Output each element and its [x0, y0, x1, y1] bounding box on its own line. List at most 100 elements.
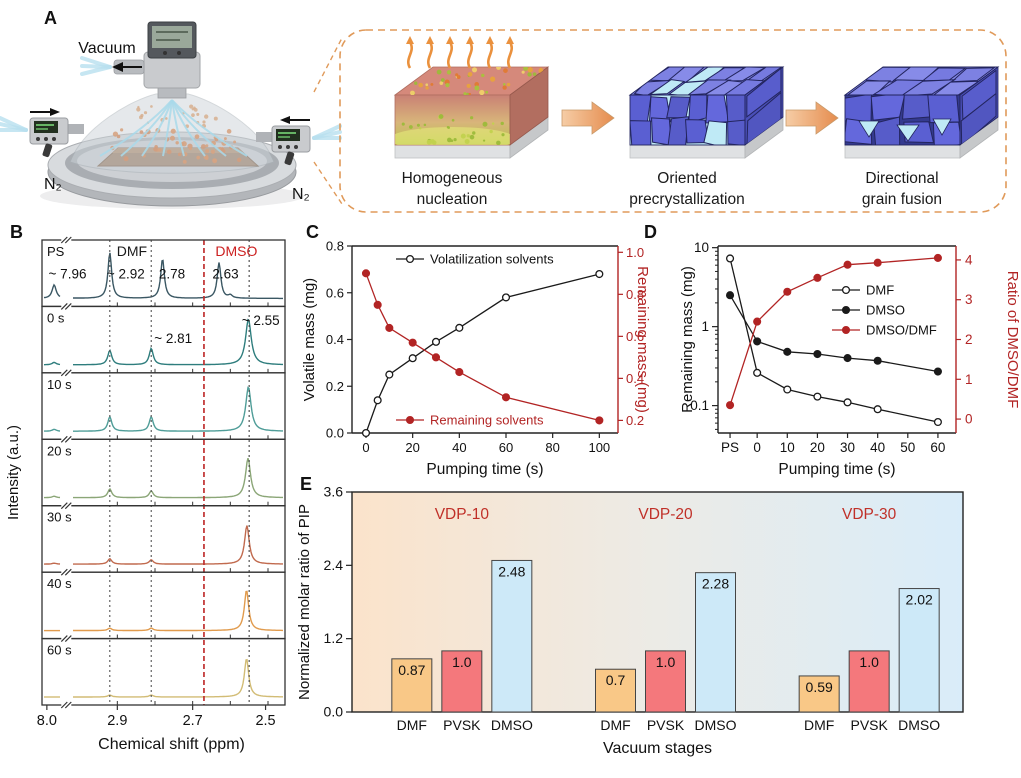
- data-point: [873, 356, 882, 365]
- data-point: [813, 349, 822, 359]
- row-label: 20 s: [47, 443, 72, 458]
- bar-VDP-30-DMSO: [898, 588, 940, 713]
- evaporation-arrow: [507, 41, 513, 69]
- legend-label: Remaining solvents: [430, 413, 544, 428]
- legend-label: Volatilization solvents: [430, 252, 554, 267]
- stage-1-line2: nucleation: [416, 191, 488, 208]
- data-point: [501, 393, 511, 402]
- data-point: [783, 385, 792, 394]
- data-point: [361, 428, 371, 438]
- group-label: VDP-10: [435, 506, 490, 523]
- y-tick-label: 3.6: [324, 484, 344, 500]
- peak-annotation: ~ 2.55: [242, 313, 280, 328]
- legend-label: DMSO: [866, 303, 905, 318]
- panel-e-label: E: [300, 474, 313, 494]
- inflow-arrow: [280, 116, 290, 124]
- y-tick-left: 0.0: [326, 426, 344, 441]
- row-label: PS: [47, 244, 65, 259]
- stage-2-line2: precrystallization: [629, 191, 745, 208]
- bar-value-label: 1.0: [452, 654, 472, 670]
- y-tick-right: 0: [965, 412, 973, 427]
- data-point: [843, 260, 852, 269]
- bar-category-label: PVSK: [850, 717, 888, 733]
- vacuum-chamber: [40, 21, 304, 209]
- bar-category-label: DMF: [397, 717, 427, 733]
- stage-2-label: Oriented precrystallization: [597, 168, 777, 210]
- x-tick-label: PS: [721, 440, 739, 455]
- data-point: [385, 370, 394, 379]
- data-point: [501, 293, 511, 302]
- stage-transition-arrow: [785, 101, 839, 135]
- solvent-mass-chart: 0.0 0.2 0.4 0.6 0.8 0.2 0.4 0.6 0.8 1.0 0 20 40 60 80 1…: [301, 239, 651, 479]
- bar-category-label: PVSK: [647, 717, 685, 733]
- data-point: [455, 368, 464, 377]
- x-axis-title: Pumping time (s): [426, 461, 543, 478]
- stage-1-label: Homogeneous nucleation: [362, 168, 542, 210]
- x-tick-label: 80: [545, 440, 559, 455]
- row-label: 0 s: [47, 310, 65, 325]
- y-axis-title-right: Remaining mass (mg): [634, 266, 651, 413]
- n2-flow-meter: [0, 108, 84, 158]
- x-tick-label: 100: [588, 440, 610, 455]
- n2-flow-meter: [256, 116, 342, 166]
- data-point: [408, 354, 417, 363]
- x-tick-label: 2.9: [107, 713, 127, 729]
- y-tick-right: 4: [965, 252, 973, 267]
- stage-1-line1: Homogeneous: [401, 170, 503, 187]
- evaporation-arrow: [447, 41, 453, 69]
- data-point: [783, 287, 792, 296]
- bar-value-label: 2.02: [906, 592, 933, 608]
- data-point: [373, 396, 382, 405]
- n2-left-label: N₂: [44, 176, 62, 193]
- stage-2-precrystallization: [628, 66, 785, 159]
- data-point: [595, 416, 604, 425]
- bar-category-label: DMF: [600, 717, 630, 733]
- y-tick-left: 0.1: [690, 398, 709, 413]
- bar-category-label: DMSO: [491, 717, 533, 733]
- data-point: [753, 368, 762, 377]
- series-line: [729, 258, 939, 423]
- y-tick-right: 3: [965, 292, 973, 307]
- peak-annotation: 2.63: [212, 267, 238, 282]
- outflow-arrow: [112, 62, 123, 72]
- data-point: [753, 317, 762, 326]
- bar-value-label: 0.87: [398, 662, 425, 678]
- x-axis-title: Chemical shift (ppm): [98, 736, 245, 753]
- peak-annotation: ~ 2.81: [154, 331, 192, 346]
- data-point: [726, 291, 735, 300]
- data-point: [783, 347, 792, 356]
- row-label: 30 s: [47, 510, 72, 525]
- x-axis-title: Pumping time (s): [778, 461, 895, 478]
- species-label: DMF: [117, 243, 147, 259]
- row-label: 60 s: [47, 643, 72, 658]
- series-line: [365, 273, 600, 434]
- row-label: 10 s: [47, 377, 72, 392]
- inflow-arrow: [50, 108, 60, 116]
- x-tick-label: 8.0: [37, 713, 57, 729]
- data-point: [873, 258, 882, 267]
- x-tick-label: 30: [840, 440, 855, 455]
- y-tick-right: 0.4: [626, 371, 644, 386]
- data-point: [933, 253, 942, 262]
- series-line: [365, 273, 600, 422]
- data-point: [813, 392, 822, 401]
- bar-VDP-10-PVSK: [441, 650, 483, 713]
- data-point: [933, 367, 942, 376]
- evaporation-arrow: [427, 41, 433, 69]
- data-point: [361, 269, 371, 278]
- callout-box: [339, 29, 1007, 213]
- row-label: 40 s: [47, 576, 72, 591]
- x-tick-label: 10: [780, 440, 795, 455]
- y-axis-title-left: Remaining mass (mg): [679, 266, 696, 413]
- data-point: [385, 323, 394, 332]
- data-point: [726, 401, 735, 410]
- stage-transition-arrow: [561, 101, 615, 135]
- data-point: [843, 398, 852, 407]
- data-point: [753, 337, 762, 346]
- vacuum-gauge-screen: [152, 26, 192, 48]
- peak-annotation: ~ 7.96: [49, 267, 87, 282]
- panel-d-label: D: [644, 222, 657, 242]
- panel-c-label: C: [306, 222, 319, 242]
- n2-right-label: N₂: [292, 186, 310, 203]
